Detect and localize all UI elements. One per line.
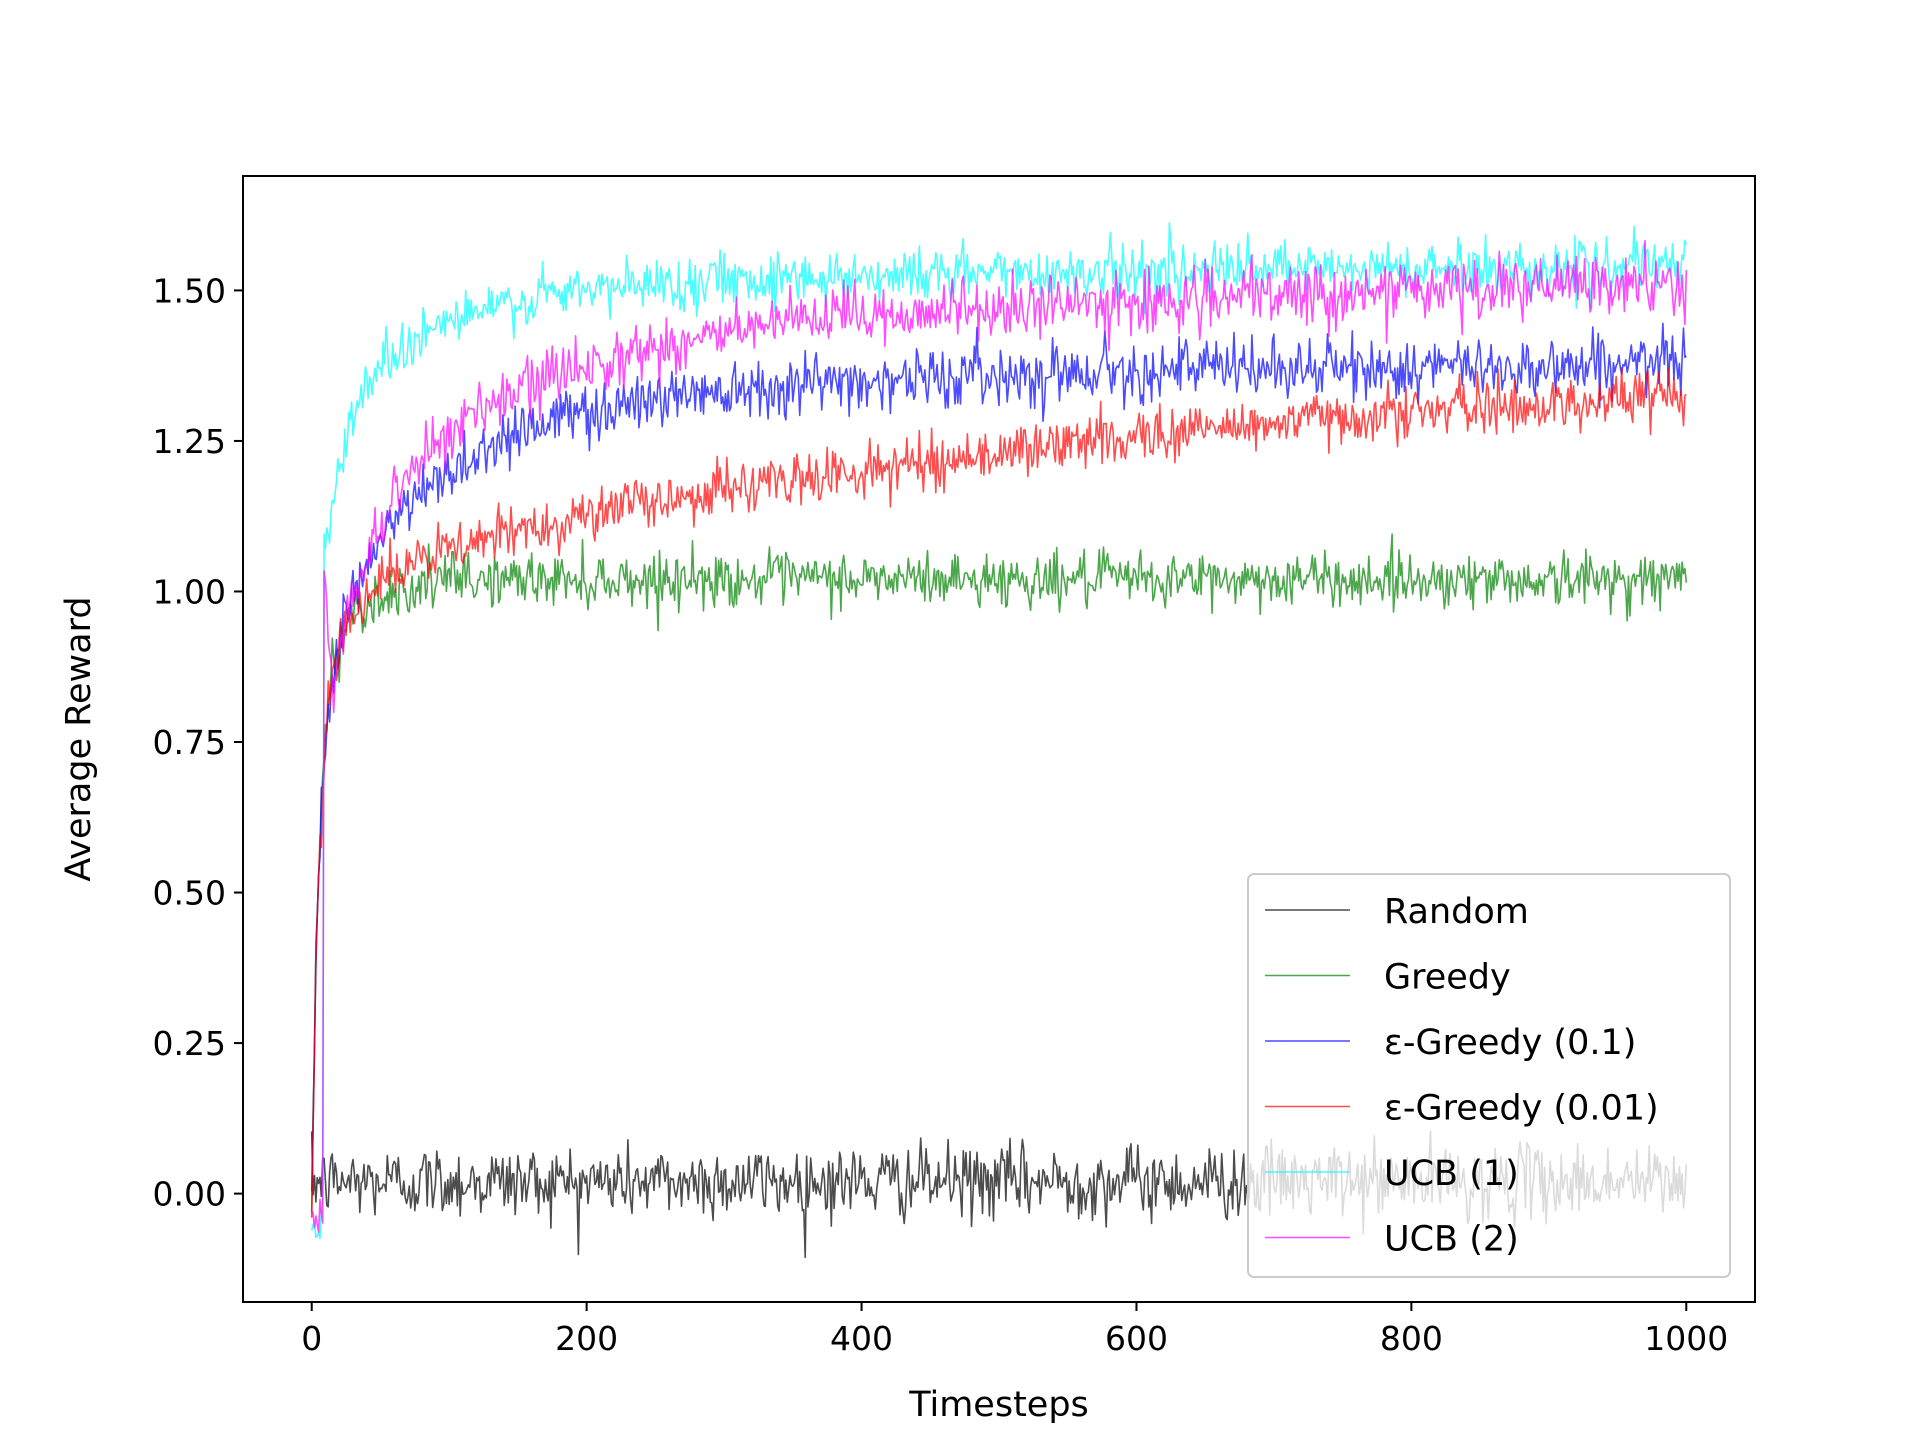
y-axis-label: Average Reward bbox=[59, 596, 99, 881]
series-line-3 bbox=[310, 366, 1687, 1218]
legend-label: Random bbox=[1384, 892, 1529, 932]
y-tick-label: 0.00 bbox=[153, 1175, 226, 1214]
series-line-4 bbox=[310, 222, 1688, 1240]
x-tick-label: 600 bbox=[1105, 1319, 1168, 1358]
x-axis-ticks: 0 200 400 600 800 1000 bbox=[301, 1302, 1728, 1358]
y-tick-label: 0.75 bbox=[153, 723, 226, 762]
y-tick-label: 0.25 bbox=[153, 1024, 226, 1063]
legend-label: ε-Greedy (0.1) bbox=[1384, 1023, 1636, 1063]
y-tick-label: 1.00 bbox=[153, 572, 226, 611]
legend: Random Greedy ε-Greedy (0.1) ε-Greedy (0.01… bbox=[1247, 873, 1731, 1278]
x-tick-label: 800 bbox=[1380, 1319, 1443, 1358]
x-tick-label: 200 bbox=[555, 1319, 618, 1358]
series-line-2 bbox=[310, 322, 1687, 1192]
y-tick-label: 0.50 bbox=[153, 874, 226, 913]
legend-box bbox=[1247, 873, 1731, 1278]
series-line-1 bbox=[310, 533, 1688, 1213]
x-axis-label: Timesteps bbox=[908, 1385, 1089, 1425]
x-tick-label: 1000 bbox=[1644, 1319, 1728, 1358]
y-axis-ticks: 0.00 0.25 0.50 0.75 1.00 1.25 1.50 bbox=[153, 271, 243, 1214]
y-tick-label: 1.50 bbox=[153, 271, 226, 310]
legend-label: Greedy bbox=[1384, 958, 1511, 998]
legend-label: UCB (1) bbox=[1384, 1154, 1519, 1194]
x-tick-label: 0 bbox=[301, 1319, 322, 1358]
legend-label: UCB (2) bbox=[1384, 1220, 1519, 1260]
plot-area-frame bbox=[242, 175, 1756, 1303]
series-line-5 bbox=[310, 239, 1688, 1233]
y-tick-label: 1.25 bbox=[153, 422, 226, 461]
legend-label: ε-Greedy (0.01) bbox=[1384, 1089, 1659, 1129]
x-tick-label: 400 bbox=[830, 1319, 893, 1358]
plot-lines bbox=[310, 222, 1688, 1259]
